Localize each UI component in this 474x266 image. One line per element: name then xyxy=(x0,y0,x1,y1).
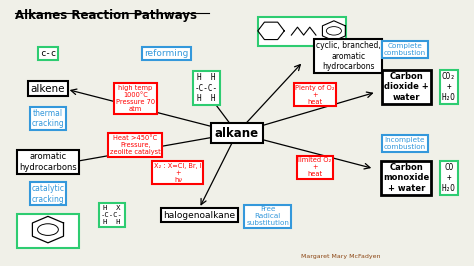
Text: Incomplete
combustion: Incomplete combustion xyxy=(384,137,426,150)
Text: H  X
-C-C-
H  H: H X -C-C- H H xyxy=(101,205,123,225)
Text: Complete
combustion: Complete combustion xyxy=(384,43,426,56)
Text: catalytic
cracking: catalytic cracking xyxy=(31,184,64,203)
Text: H  H
-C-C-
H  H: H H -C-C- H H xyxy=(195,73,218,103)
Text: Carbon
monoxide
+ water: Carbon monoxide + water xyxy=(383,163,429,193)
FancyBboxPatch shape xyxy=(17,214,79,248)
Text: alkane: alkane xyxy=(215,127,259,139)
Text: Alkanes Reaction Pathways: Alkanes Reaction Pathways xyxy=(15,9,197,22)
Text: X₂ : X=Cl, Br, I
+
hν: X₂ : X=Cl, Br, I + hν xyxy=(154,163,202,183)
Text: alkene: alkene xyxy=(31,84,65,94)
Text: CO₂
+
H₂O: CO₂ + H₂O xyxy=(442,72,456,102)
Text: high temp
1000°C
Pressure 70
atm: high temp 1000°C Pressure 70 atm xyxy=(116,85,155,112)
Text: reforming: reforming xyxy=(144,49,188,58)
Text: Heat >450°C
Pressure,
zeolite catalyst: Heat >450°C Pressure, zeolite catalyst xyxy=(110,135,161,155)
Text: CO
+
H₂O: CO + H₂O xyxy=(442,163,456,193)
Text: Margaret Mary McFadyen: Margaret Mary McFadyen xyxy=(301,254,381,259)
Text: Free
Radical
substitution: Free Radical substitution xyxy=(246,206,289,226)
Text: Carbon
dioxide +
water: Carbon dioxide + water xyxy=(384,72,428,102)
Text: Plenty of O₂
+
heat: Plenty of O₂ + heat xyxy=(295,85,335,105)
Text: c-c: c-c xyxy=(40,49,56,58)
Text: thermal
cracking: thermal cracking xyxy=(32,109,64,128)
Text: cyclic, branched,
aromatic
hydrocarbons: cyclic, branched, aromatic hydrocarbons xyxy=(316,41,381,71)
FancyBboxPatch shape xyxy=(258,16,346,46)
Text: limited O₂
+
heat: limited O₂ + heat xyxy=(298,157,332,177)
Text: halogenoalkane: halogenoalkane xyxy=(163,210,235,219)
Text: aromatic
hydrocarbons: aromatic hydrocarbons xyxy=(19,152,77,172)
